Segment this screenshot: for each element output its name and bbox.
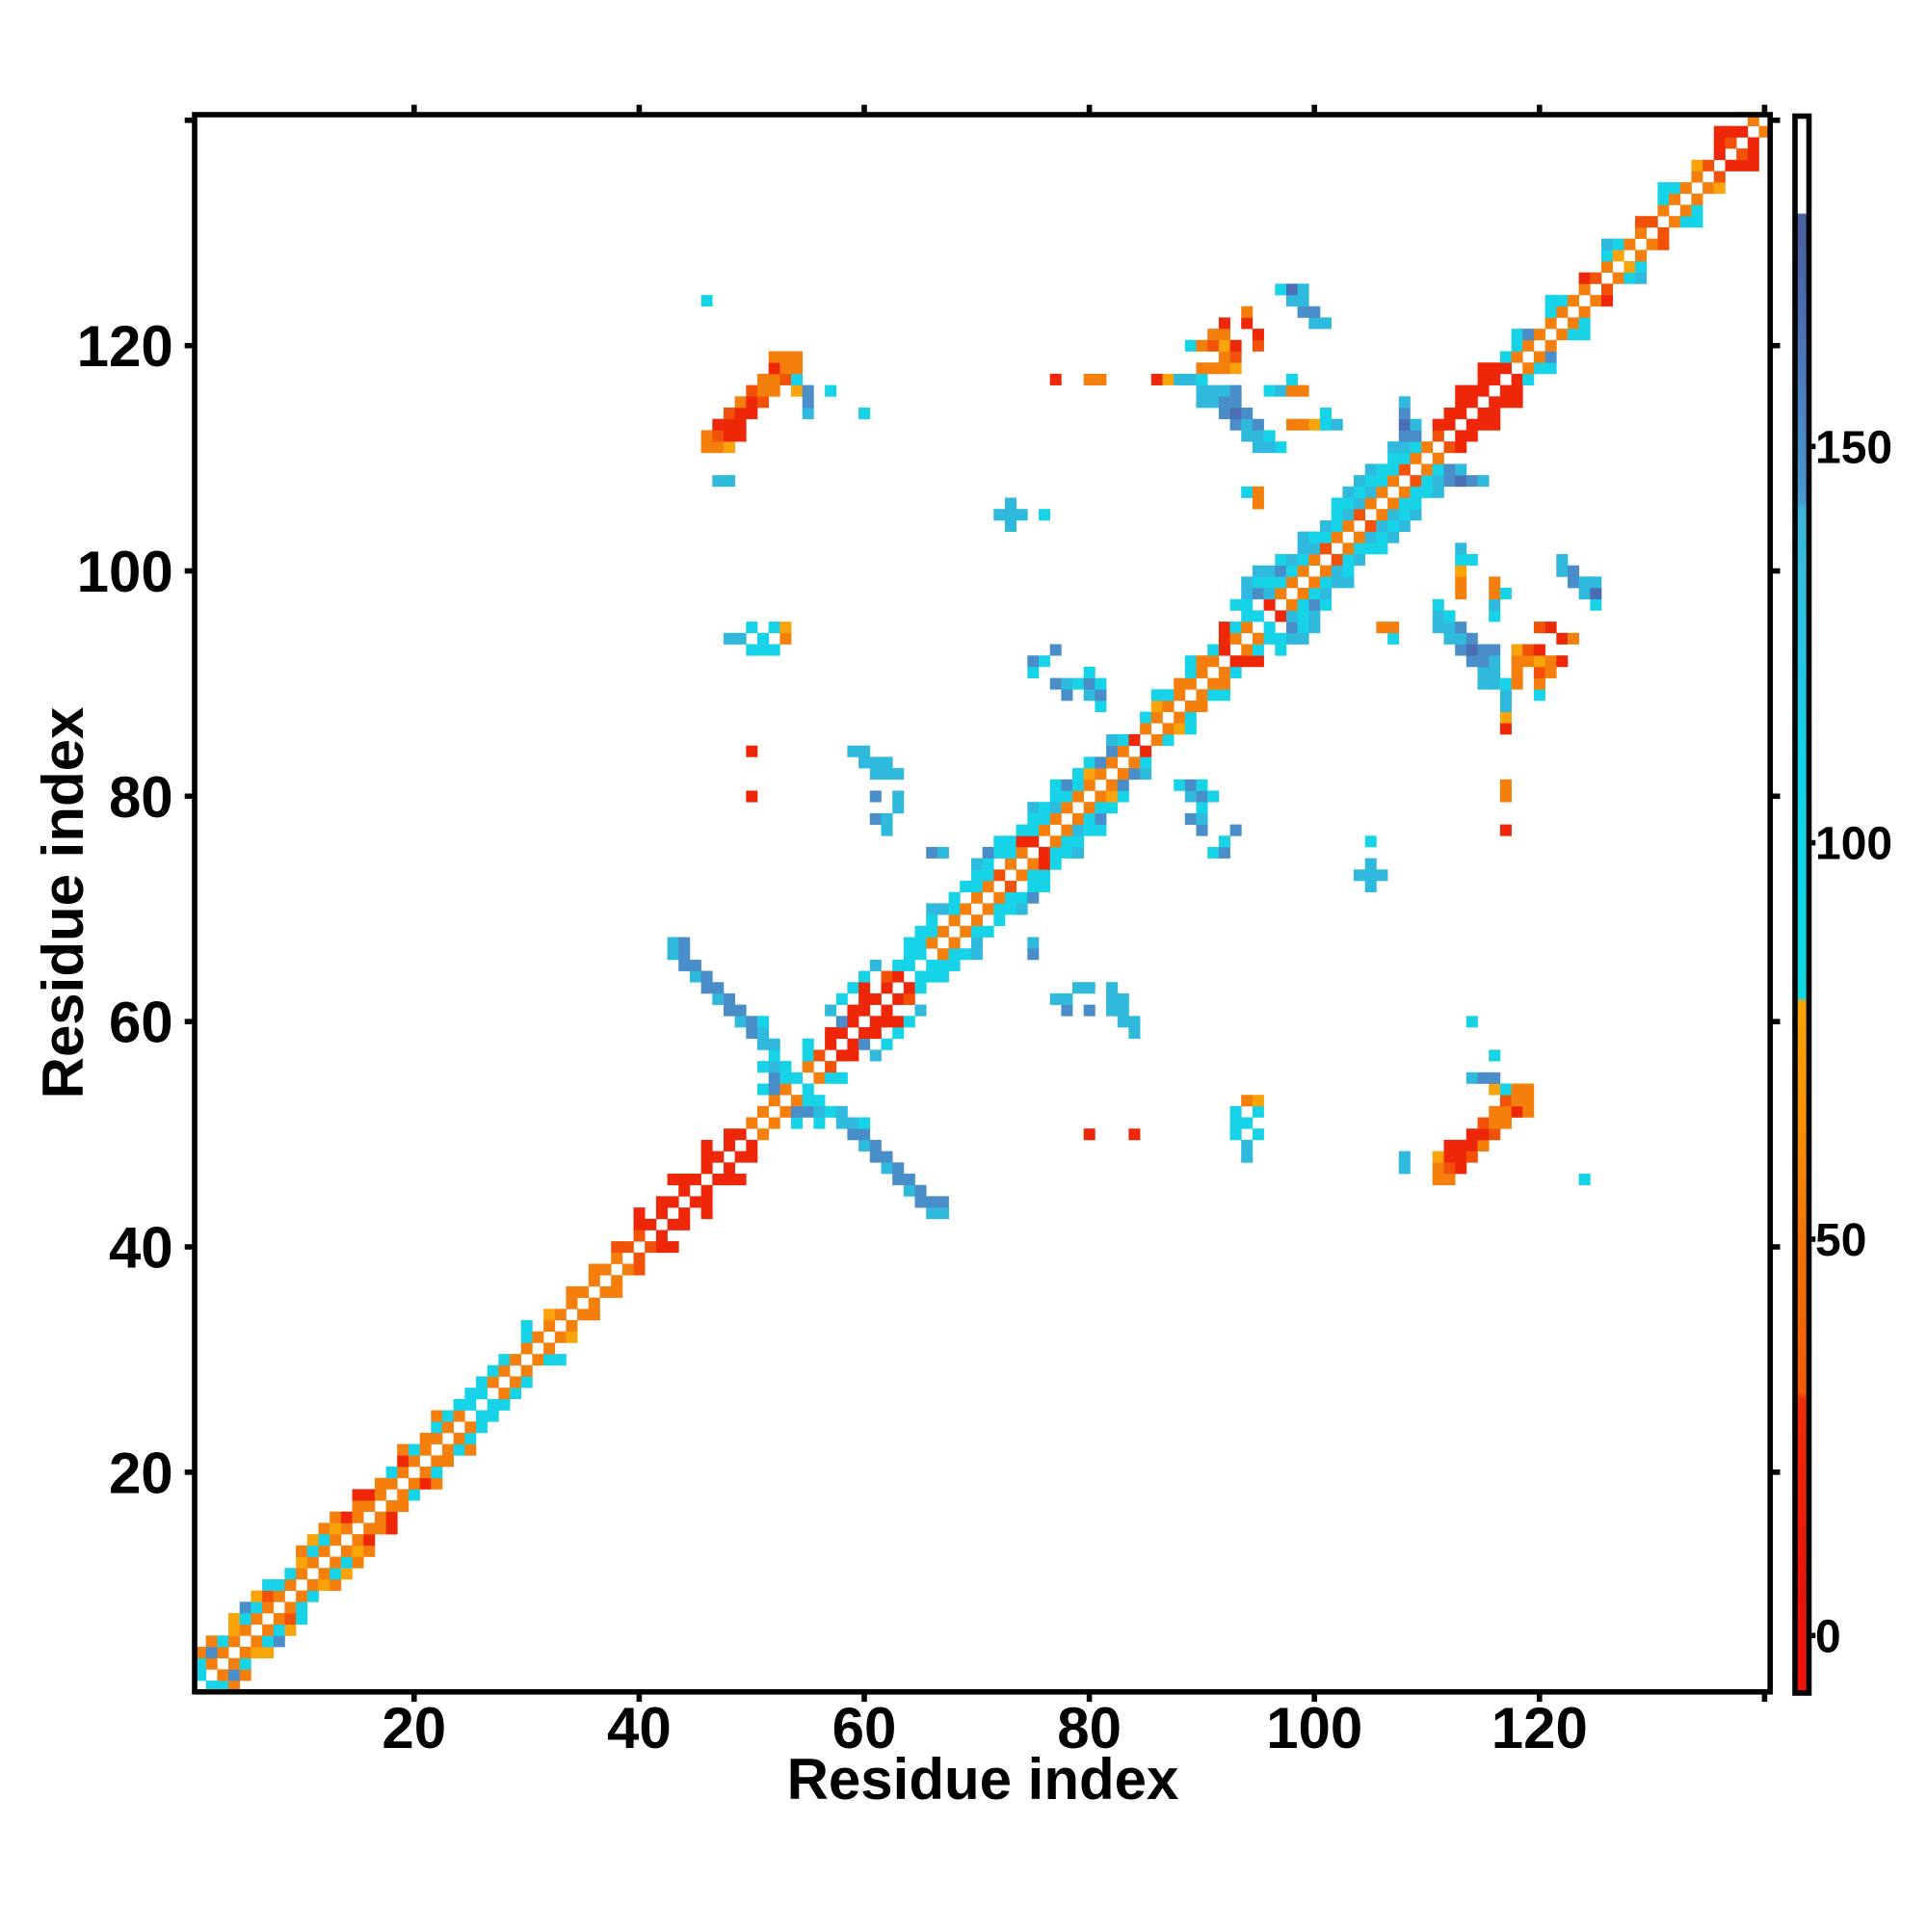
svg-text:40: 40: [109, 1216, 173, 1281]
svg-text:60: 60: [832, 1696, 897, 1760]
svg-text:60: 60: [109, 991, 173, 1055]
svg-text:100: 100: [77, 540, 173, 604]
svg-text:20: 20: [382, 1696, 446, 1760]
svg-text:150: 150: [1815, 422, 1892, 473]
svg-text:Residue index: Residue index: [787, 1747, 1179, 1812]
svg-text:100: 100: [1815, 819, 1892, 870]
svg-text:80: 80: [109, 765, 173, 830]
svg-text:20: 20: [109, 1441, 173, 1505]
svg-text:40: 40: [607, 1696, 672, 1760]
svg-text:80: 80: [1057, 1696, 1122, 1760]
svg-text:50: 50: [1815, 1215, 1866, 1266]
svg-text:120: 120: [1491, 1696, 1588, 1760]
svg-text:100: 100: [1266, 1696, 1362, 1760]
svg-text:Residue index: Residue index: [31, 707, 95, 1099]
svg-text:0: 0: [1815, 1611, 1841, 1662]
svg-text:120: 120: [77, 314, 173, 379]
